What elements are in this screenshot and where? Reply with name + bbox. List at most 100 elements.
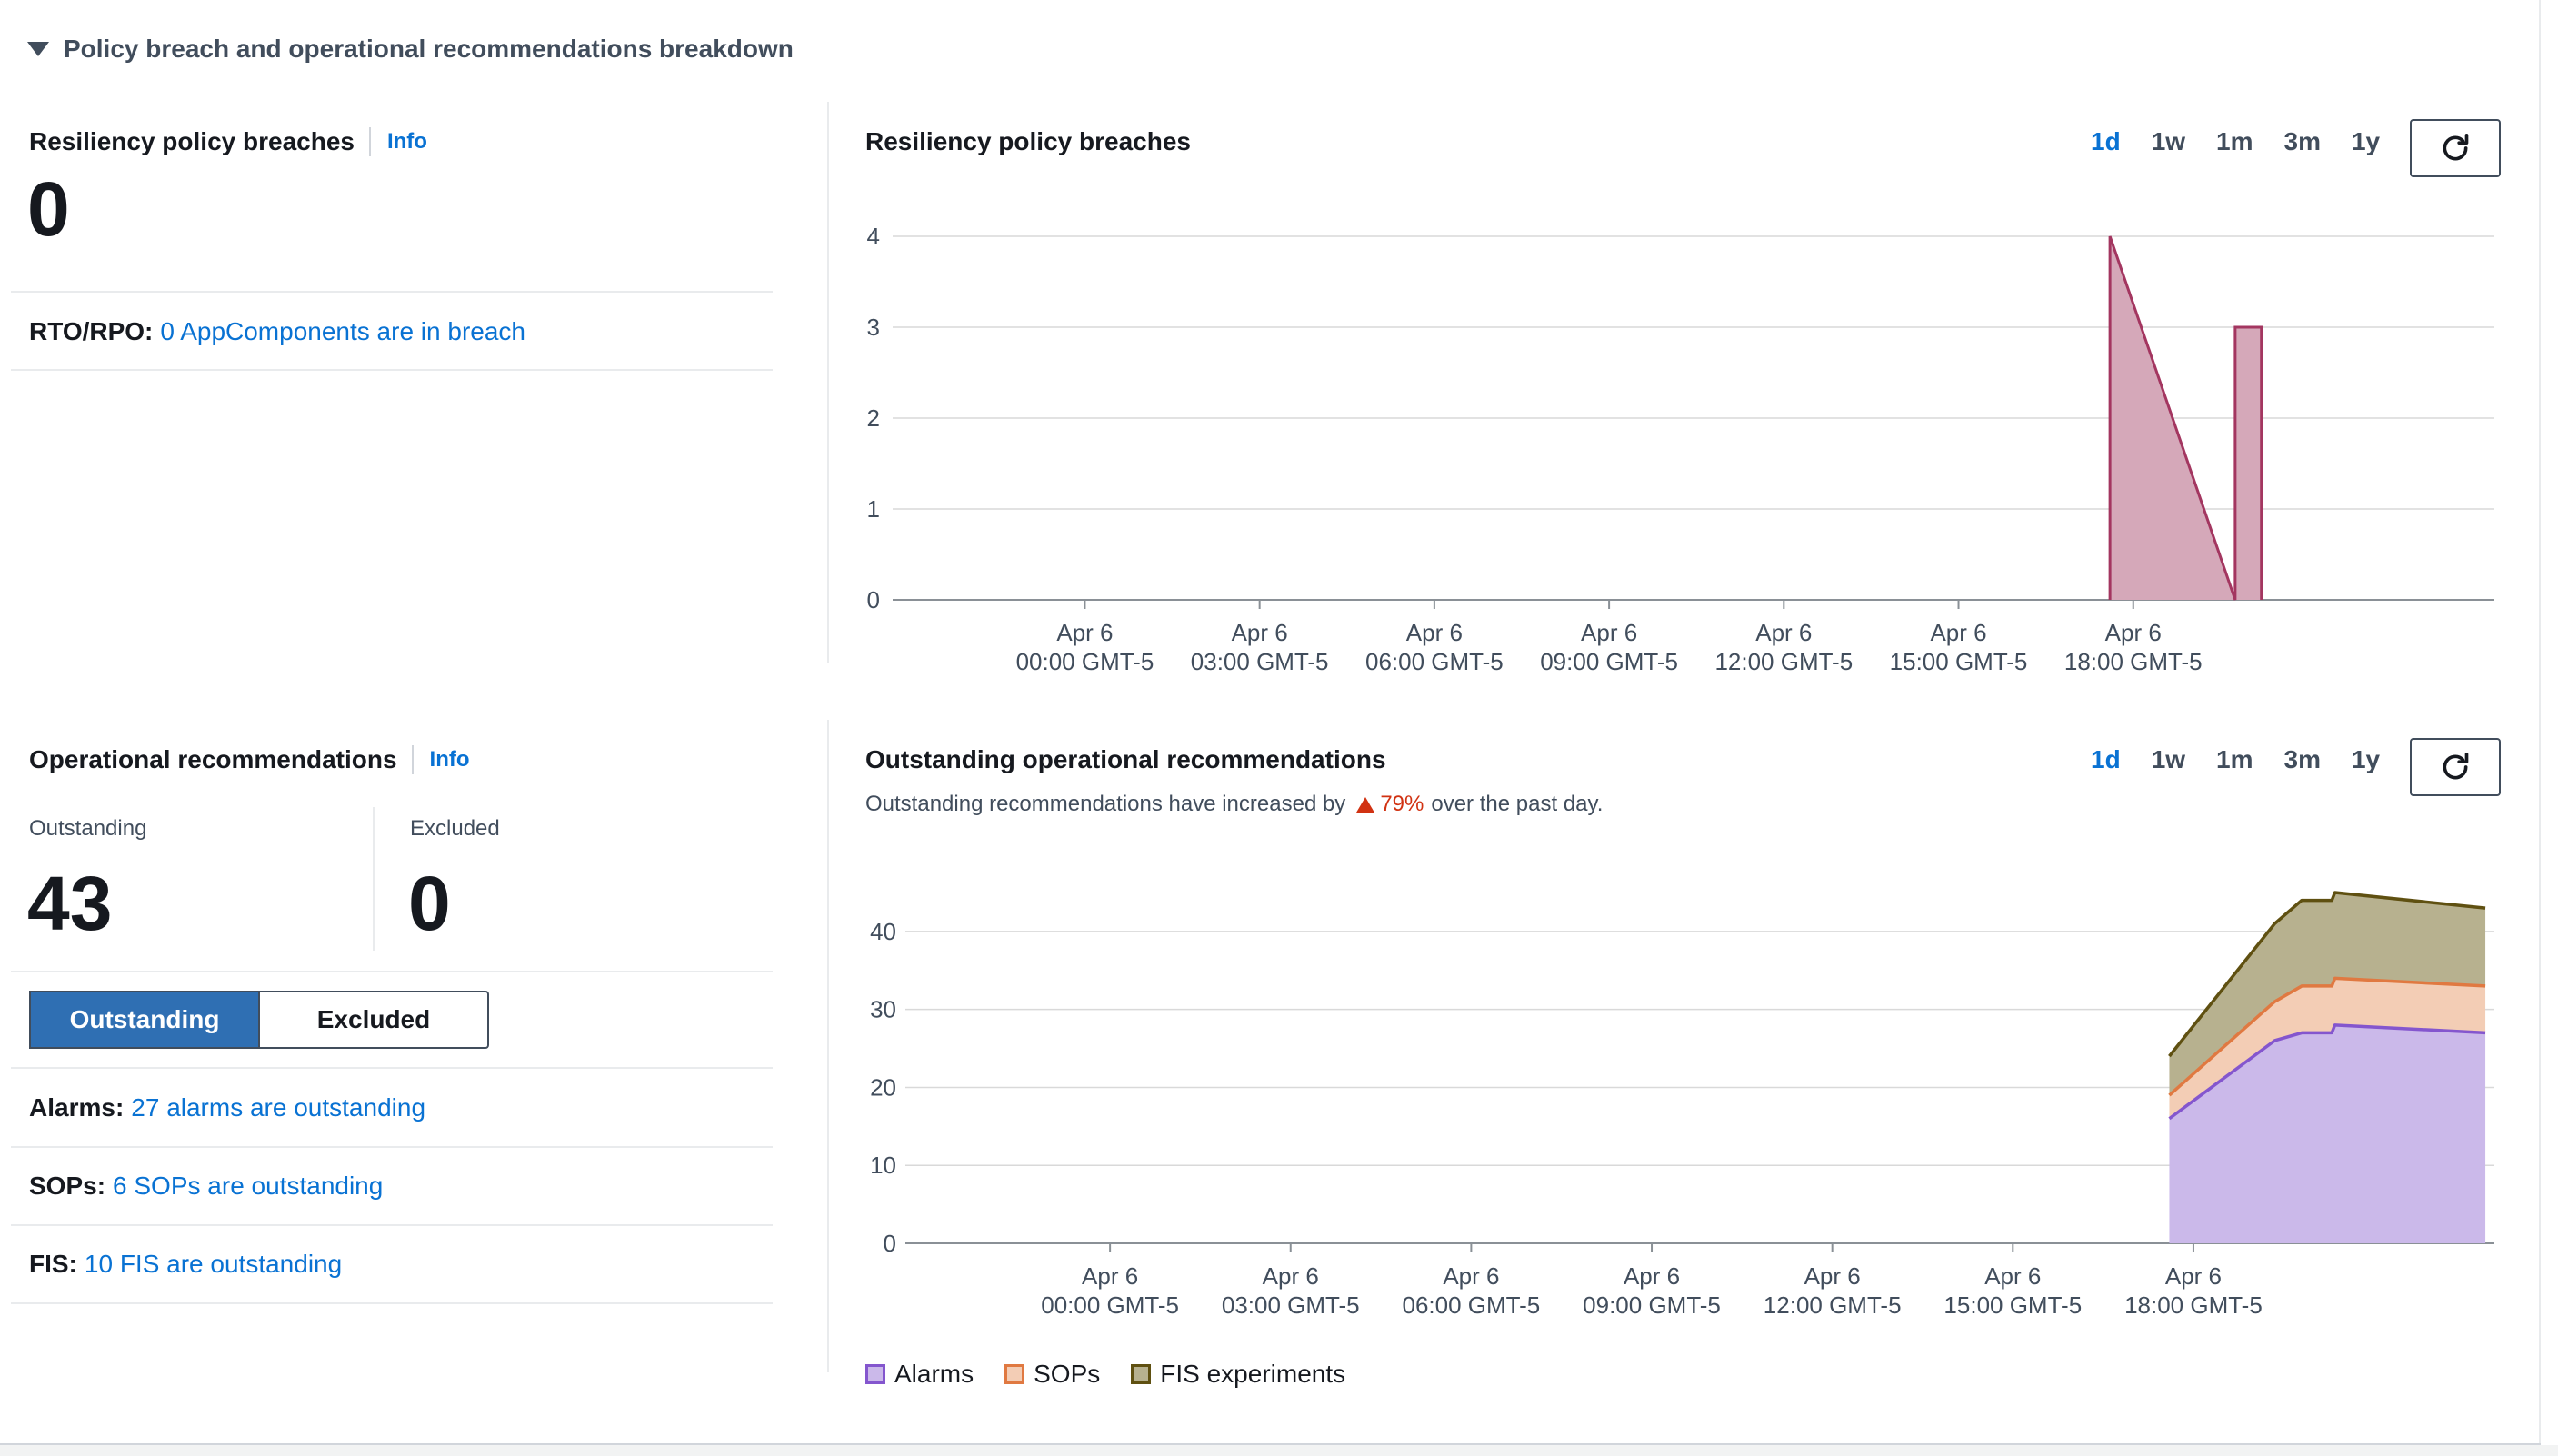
- page-bottom-strip: [0, 1445, 2558, 1456]
- info-separator: [411, 745, 414, 774]
- breach-range-3m[interactable]: 3m: [2283, 127, 2321, 155]
- legend-item-fis[interactable]: FIS experiments: [1131, 1360, 1345, 1389]
- legend-swatch-fis: [1131, 1364, 1152, 1384]
- x-tick-label-date: Apr 6: [1984, 1262, 2041, 1290]
- breach-refresh-button[interactable]: [2410, 119, 2501, 177]
- x-tick-label-time: 12:00 GMT-5: [1764, 1291, 1902, 1319]
- recommendations-info-link[interactable]: Info: [429, 747, 470, 772]
- legend-item-sops[interactable]: SOPs: [1004, 1360, 1100, 1389]
- recs-chart-title: Outstanding operational recommendations: [865, 745, 1386, 773]
- rto-rpo-link[interactable]: 0 AppComponents are in breach: [160, 317, 525, 345]
- excluded-label: Excluded: [410, 816, 500, 841]
- x-tick-label-time: 03:00 GMT-5: [1222, 1291, 1360, 1319]
- column-divider-bottom: [827, 720, 829, 1372]
- x-tick-label-date: Apr 6: [1056, 619, 1113, 646]
- recommendations-title: Operational recommendations: [29, 745, 397, 773]
- y-tick-label: 10: [870, 1152, 896, 1179]
- page-bottom-border: [0, 1443, 2541, 1445]
- recommendations-header: Operational recommendations Info: [29, 742, 470, 778]
- x-tick-label-date: Apr 6: [2105, 619, 2162, 646]
- section-toggle[interactable]: Policy breach and operational recommenda…: [27, 31, 794, 67]
- breaches-count: 0: [27, 166, 70, 252]
- breach-range-selector: 1d 1w 1m 3m 1y: [2091, 124, 2411, 160]
- y-tick-label: 20: [870, 1073, 896, 1101]
- line-sops: [2168, 976, 2486, 1097]
- page-right-border: [2539, 0, 2541, 1445]
- y-tick-label: 40: [870, 918, 896, 945]
- x-tick-label-date: Apr 6: [1755, 619, 1812, 646]
- recs-range-1d[interactable]: 1d: [2091, 745, 2121, 773]
- recs-subtitle-pre: Outstanding recommendations have increas…: [865, 792, 1346, 816]
- triangle-up-icon: [1356, 796, 1375, 813]
- breaches-header: Resiliency policy breaches Info: [29, 124, 427, 160]
- area-fis-experiments: [2169, 893, 2486, 1096]
- alarms-link[interactable]: 27 alarms are outstanding: [131, 1093, 426, 1122]
- outstanding-count: 43: [27, 861, 113, 946]
- x-tick-label-time: 09:00 GMT-5: [1540, 648, 1678, 675]
- x-tick-label-time: 06:00 GMT-5: [1403, 1291, 1541, 1319]
- legend-label-fis: FIS experiments: [1160, 1360, 1346, 1388]
- x-tick-label-date: Apr 6: [1804, 1262, 1861, 1290]
- divider: [11, 1146, 773, 1148]
- divider: [11, 971, 773, 972]
- x-tick-label-date: Apr 6: [1082, 1262, 1138, 1290]
- outstanding-label: Outstanding: [29, 816, 147, 841]
- x-tick-label-date: Apr 6: [1930, 619, 1986, 646]
- recs-chart-subtitle: Outstanding recommendations have increas…: [865, 791, 1603, 818]
- fis-link[interactable]: 10 FIS are outstanding: [84, 1250, 343, 1278]
- x-tick-label-time: 00:00 GMT-5: [1016, 648, 1154, 675]
- x-tick-label-time: 06:00 GMT-5: [1365, 648, 1504, 675]
- x-tick-label-date: Apr 6: [1443, 1262, 1499, 1290]
- breach-range-1m[interactable]: 1m: [2216, 127, 2253, 155]
- divider: [11, 1224, 773, 1226]
- breach-line: [2108, 235, 2263, 601]
- y-tick-label: 2: [867, 404, 880, 432]
- breach-range-1d[interactable]: 1d: [2091, 127, 2121, 155]
- info-separator: [368, 127, 371, 156]
- divider: [11, 1067, 773, 1069]
- caret-down-icon: [27, 42, 49, 56]
- divider: [11, 1302, 773, 1304]
- legend-label-sops: SOPs: [1034, 1360, 1101, 1388]
- x-tick-label-date: Apr 6: [2165, 1262, 2222, 1290]
- x-tick-label-time: 09:00 GMT-5: [1583, 1291, 1721, 1319]
- recs-range-1w[interactable]: 1w: [2151, 745, 2186, 773]
- y-tick-label: 0: [867, 586, 880, 613]
- legend-label-alarms: Alarms: [894, 1360, 974, 1388]
- recs-chart-legend: Alarms SOPs FIS experiments: [865, 1358, 1376, 1391]
- x-tick-label-time: 03:00 GMT-5: [1191, 648, 1329, 675]
- y-tick-label: 1: [867, 495, 880, 523]
- line-fis-experiments: [2168, 891, 2486, 1058]
- x-tick-label-time: 15:00 GMT-5: [1943, 1291, 2082, 1319]
- x-tick-label-time: 18:00 GMT-5: [2124, 1291, 2263, 1319]
- recs-refresh-button[interactable]: [2410, 738, 2501, 796]
- recs-subtitle-post: over the past day.: [1431, 792, 1604, 816]
- x-tick-label-date: Apr 6: [1581, 619, 1637, 646]
- toggle-outstanding-button[interactable]: Outstanding: [29, 991, 260, 1049]
- divider: [11, 369, 773, 371]
- x-tick-label-date: Apr 6: [1263, 1262, 1319, 1290]
- x-tick-label-time: 18:00 GMT-5: [2064, 648, 2203, 675]
- recs-range-1y[interactable]: 1y: [2351, 745, 2381, 773]
- x-tick-label-date: Apr 6: [1406, 619, 1463, 646]
- fis-key: FIS:: [29, 1250, 77, 1278]
- recs-range-3m[interactable]: 3m: [2283, 745, 2321, 773]
- sops-link[interactable]: 6 SOPs are outstanding: [113, 1172, 384, 1200]
- toggle-excluded-button[interactable]: Excluded: [260, 991, 489, 1049]
- divider: [11, 291, 773, 293]
- area-sops: [2169, 978, 2486, 1119]
- breach-range-1y[interactable]: 1y: [2351, 127, 2381, 155]
- alarms-row: Alarms: 27 alarms are outstanding: [29, 1090, 425, 1126]
- recs-range-1m[interactable]: 1m: [2216, 745, 2253, 773]
- breach-chart-title: Resiliency policy breaches: [865, 127, 1191, 155]
- x-tick-label-date: Apr 6: [1624, 1262, 1680, 1290]
- x-tick-label-date: Apr 6: [1232, 619, 1288, 646]
- x-tick-label-time: 00:00 GMT-5: [1041, 1291, 1179, 1319]
- breaches-info-link[interactable]: Info: [386, 129, 427, 154]
- trend-percent: 79%: [1380, 792, 1424, 816]
- breach-range-1w[interactable]: 1w: [2151, 127, 2186, 155]
- breaches-title: Resiliency policy breaches: [29, 127, 355, 155]
- legend-item-alarms[interactable]: Alarms: [865, 1360, 974, 1389]
